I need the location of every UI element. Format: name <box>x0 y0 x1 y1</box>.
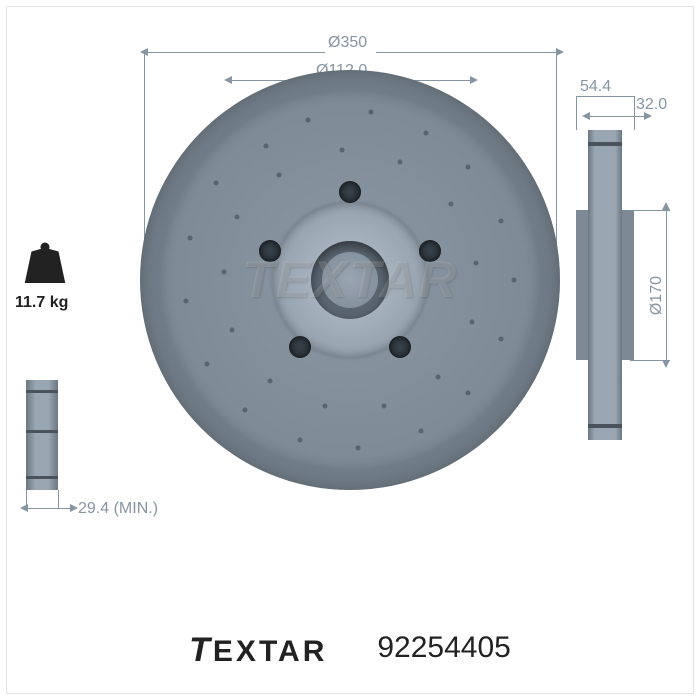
side-groove <box>588 424 622 428</box>
center-inner <box>322 252 378 308</box>
drill-hole <box>339 147 344 152</box>
lug-hole <box>339 181 361 203</box>
arrow <box>662 360 670 368</box>
arrow <box>582 112 590 120</box>
arrow <box>662 202 670 210</box>
drill-hole <box>398 160 403 165</box>
brand-text: EXTAR <box>213 635 327 668</box>
dimline-h <box>145 52 325 53</box>
dim-hub-dia: Ø170 <box>648 276 666 315</box>
minthk-bar <box>26 380 58 490</box>
brake-disc-front: TEXTAR <box>140 70 560 490</box>
lug-hole <box>289 336 311 358</box>
minthk-groove <box>26 476 58 479</box>
part-number: 92254405 <box>377 631 510 670</box>
weight-value: 11.7 kg <box>15 294 68 312</box>
min-thickness-profile <box>18 380 66 490</box>
side-disc-body <box>588 130 622 440</box>
drill-hole <box>499 219 504 224</box>
minthk-groove <box>26 390 58 393</box>
drill-hole <box>369 110 374 115</box>
drill-hole <box>234 215 239 220</box>
ext-line <box>576 96 577 130</box>
drill-hole <box>436 374 441 379</box>
dimline-v <box>666 210 667 360</box>
drill-hole <box>184 299 189 304</box>
arrow <box>556 48 564 56</box>
arrow <box>70 504 78 512</box>
weight-icon <box>18 238 72 292</box>
drill-hole <box>465 391 470 396</box>
drill-hole <box>243 408 248 413</box>
drill-hole <box>306 118 311 123</box>
ext-line <box>58 490 59 508</box>
ext-line <box>630 210 670 211</box>
drill-hole <box>469 320 474 325</box>
dimline-h <box>26 508 72 509</box>
dimline-h <box>576 96 634 97</box>
drill-hole <box>474 261 479 266</box>
lug-hole <box>389 336 411 358</box>
drill-hole <box>423 131 428 136</box>
minthk-groove <box>26 430 58 433</box>
arrow <box>644 112 652 120</box>
brand-logo: TEXTAR <box>189 631 327 670</box>
drill-hole <box>448 202 453 207</box>
drill-hole <box>213 181 218 186</box>
drill-hole <box>205 362 210 367</box>
lug-hole <box>419 240 441 262</box>
dim-depth: 54.4 <box>580 78 611 96</box>
drill-hole <box>222 269 227 274</box>
drill-hole <box>188 236 193 241</box>
dimline-h <box>588 116 646 117</box>
drill-hole <box>264 143 269 148</box>
drill-hole <box>322 404 327 409</box>
lug-hole <box>259 240 281 262</box>
ext-line <box>26 490 27 508</box>
drill-hole <box>465 164 470 169</box>
drill-hole <box>268 378 273 383</box>
drill-hole <box>419 429 424 434</box>
ext-line <box>630 360 670 361</box>
drill-hole <box>297 437 302 442</box>
dim-min-thk: 29.4 (MIN.) <box>78 500 158 518</box>
side-groove <box>588 142 622 146</box>
drill-hole <box>356 446 361 451</box>
drill-hole <box>276 173 281 178</box>
footer: TEXTAR 92254405 <box>0 631 700 670</box>
ext-line <box>634 96 635 130</box>
drill-hole <box>381 404 386 409</box>
diagram-canvas: Ø350 Ø112.0 Ø67.0 <box>0 0 700 700</box>
dim-outer-dia: Ø350 <box>328 34 367 52</box>
dimline-h <box>376 52 556 53</box>
drill-hole <box>230 328 235 333</box>
brake-disc-side <box>576 130 634 440</box>
drill-hole <box>511 278 516 283</box>
drill-hole <box>499 336 504 341</box>
